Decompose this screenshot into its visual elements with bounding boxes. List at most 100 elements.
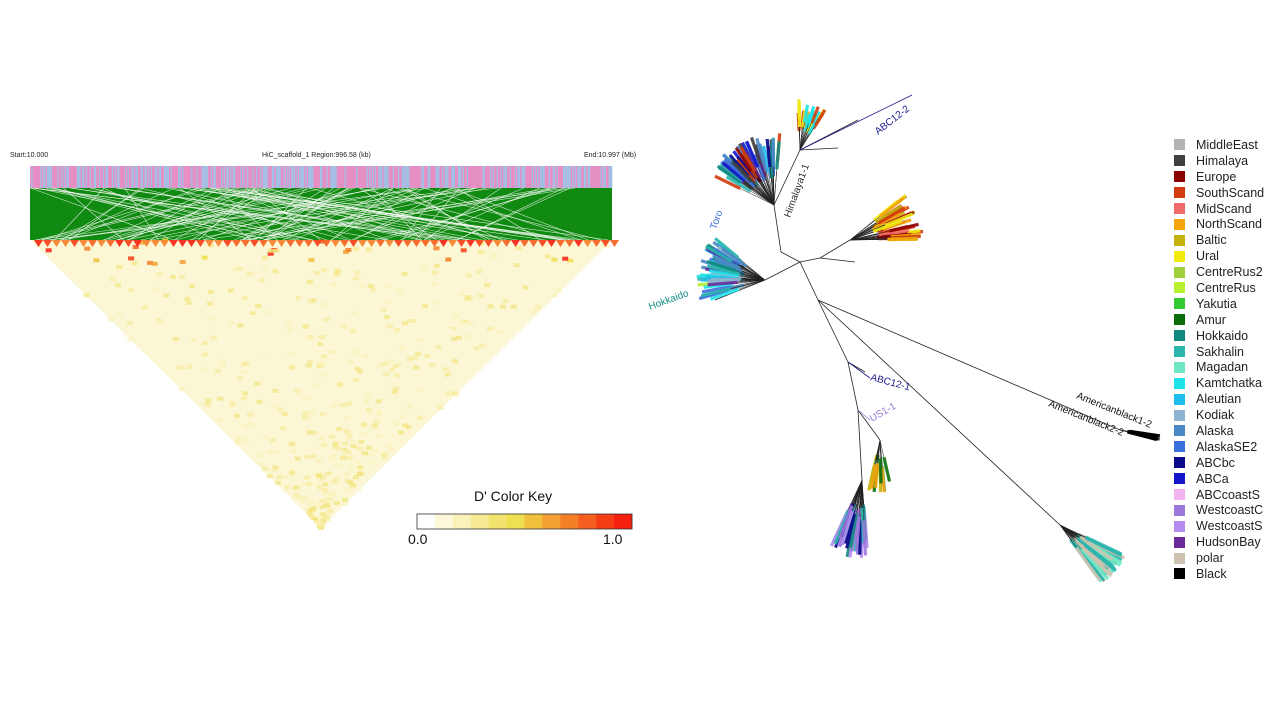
legend-item: CentreRus2 (1174, 264, 1278, 280)
legend-swatch (1174, 250, 1185, 262)
clade-label: Himalaya1-1 (782, 162, 812, 219)
color-key-segment (578, 514, 597, 529)
legend-label: Kodiak (1196, 408, 1235, 423)
legend-item: Baltic (1174, 232, 1278, 248)
color-key-bar (416, 513, 633, 530)
legend-swatch (1174, 346, 1185, 358)
legend-label: Kamtchatka (1196, 376, 1263, 391)
legend-label: CentreRus2 (1196, 265, 1263, 280)
color-key-segment (470, 514, 489, 529)
legend-label: NorthScand (1196, 217, 1263, 232)
legend-label: Hokkaido (1196, 328, 1249, 343)
legend-label: Sakhalin (1196, 344, 1244, 359)
legend-label: Black (1196, 566, 1227, 581)
legend-label: CentreRus (1196, 280, 1256, 295)
legend-item: SouthScand (1174, 185, 1278, 201)
legend-item: Black (1174, 566, 1278, 582)
legend-item: Sakhalin (1174, 344, 1278, 360)
color-key-segment (524, 514, 543, 529)
legend-item: MidScand (1174, 201, 1278, 217)
clade-label: Toro (708, 209, 725, 231)
legend-label: ABCbc (1196, 455, 1235, 470)
legend-label: Ural (1196, 249, 1219, 264)
color-key-min: 0.0 (408, 531, 428, 547)
legend-label: ABCcoastS (1196, 487, 1260, 502)
legend-label: WestcoastS (1196, 519, 1263, 534)
legend-label: WestcoastC (1196, 503, 1264, 518)
legend-label: Aleutian (1196, 392, 1242, 407)
legend-label: polar (1196, 551, 1224, 566)
legend-item: WestcoastC (1174, 502, 1278, 518)
legend-item: Aleutian (1174, 391, 1278, 407)
legend-item: Yakutia (1174, 296, 1278, 312)
legend-item: CentreRus (1174, 280, 1278, 296)
legend-item: Alaska (1174, 423, 1278, 439)
legend-item: Magadan (1174, 359, 1278, 375)
color-key-segment (596, 514, 615, 529)
clade-label: Hokkaido (647, 288, 690, 313)
end-label: End:10.997 (Mb) (584, 152, 637, 159)
legend-swatch (1174, 171, 1185, 183)
legend-swatch (1174, 552, 1185, 564)
legend-item: NorthScand (1174, 216, 1278, 232)
legend-swatch (1174, 314, 1185, 326)
legend-item: Hokkaido (1174, 328, 1278, 344)
legend-label: Amur (1196, 312, 1226, 327)
clade-label: US1-1 (868, 401, 898, 425)
legend-item: polar (1174, 550, 1278, 566)
legend-swatch (1174, 520, 1185, 532)
legend-item: Kamtchatka (1174, 375, 1278, 391)
legend-label: ABCa (1196, 471, 1229, 486)
legend-swatch (1174, 330, 1185, 342)
legend-swatch (1174, 298, 1185, 310)
population-legend: MiddleEast Himalaya Europe SouthScand MidSca… (1174, 137, 1278, 582)
legend-item: WestcoastS (1174, 518, 1278, 534)
legend-swatch (1174, 187, 1185, 199)
color-key-segment (614, 514, 633, 529)
legend-swatch (1174, 203, 1185, 214)
legend-item: HudsonBay (1174, 534, 1278, 550)
legend-item: ABCbc (1174, 455, 1278, 471)
legend-swatch (1174, 473, 1185, 485)
legend-swatch (1174, 218, 1185, 230)
legend-swatch (1174, 568, 1185, 580)
color-key-segment (560, 514, 579, 529)
color-key-segment (506, 514, 525, 529)
ld-triangle (30, 238, 619, 530)
color-key-segment (452, 514, 471, 529)
legend-swatch (1174, 409, 1185, 421)
legend-swatch (1174, 282, 1185, 294)
color-key-segment (488, 514, 507, 529)
clade-label: ABC12-1 (869, 372, 911, 393)
legend-swatch (1174, 457, 1185, 469)
legend-label: Alaska (1196, 423, 1234, 438)
legend-item: Kodiak (1174, 407, 1278, 423)
snp-mapping-lines (30, 187, 612, 241)
legend-swatch (1174, 377, 1185, 389)
legend-swatch (1174, 489, 1185, 501)
legend-swatch (1174, 536, 1185, 548)
color-key-segment (542, 514, 561, 529)
legend-label: SouthScand (1196, 185, 1265, 200)
clade-label: ABC12-2 (873, 103, 912, 137)
legend-label: HudsonBay (1196, 535, 1261, 550)
legend-swatch (1174, 155, 1185, 167)
region-label: HiC_scaffold_1 Region:996.58 (kb) (262, 152, 371, 159)
legend-swatch (1174, 393, 1185, 405)
legend-label: Baltic (1196, 233, 1227, 248)
genotype-track (30, 166, 613, 188)
start-label: Start:10.000 (10, 152, 49, 159)
legend-label: AlaskaSE2 (1196, 439, 1258, 454)
legend-swatch (1174, 504, 1185, 516)
legend-label: Yakutia (1196, 296, 1237, 311)
legend-item: ABCcoastS (1174, 487, 1278, 503)
legend-item: AlaskaSE2 (1174, 439, 1278, 455)
legend-item: Himalaya (1174, 153, 1278, 169)
legend-item: Europe (1174, 169, 1278, 185)
legend-swatch (1174, 266, 1185, 278)
legend-swatch (1174, 234, 1185, 246)
legend-swatch (1174, 425, 1185, 437)
legend-label: Himalaya (1196, 153, 1249, 168)
